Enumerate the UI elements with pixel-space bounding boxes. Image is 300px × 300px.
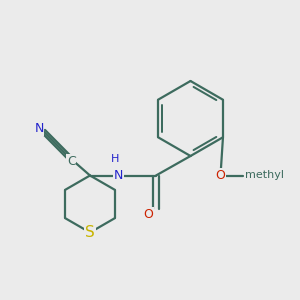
Text: N: N — [34, 122, 44, 135]
Text: S: S — [85, 225, 95, 240]
Text: C: C — [67, 154, 76, 168]
Text: O: O — [144, 208, 153, 221]
Text: H: H — [111, 154, 120, 164]
Text: N: N — [114, 169, 123, 182]
Text: O: O — [216, 169, 225, 182]
Text: methyl: methyl — [244, 170, 284, 181]
